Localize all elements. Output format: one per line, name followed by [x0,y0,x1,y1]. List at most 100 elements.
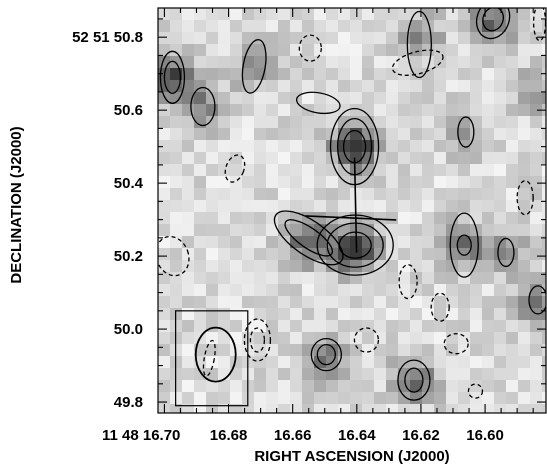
image-pixel [434,56,446,68]
image-pixel [302,404,314,413]
image-pixel [470,32,482,44]
image-pixel [458,8,470,20]
image-pixel [458,404,470,413]
image-pixel [170,116,182,128]
image-pixel [494,212,506,224]
image-pixel [170,224,182,236]
image-pixel [266,128,278,140]
image-pixel [194,152,206,164]
image-pixel [158,116,170,128]
image-pixel [422,80,434,92]
image-pixel [482,404,494,413]
image-pixel [518,284,530,296]
image-pixel [422,8,434,20]
image-pixel [398,224,410,236]
image-pixel [482,236,494,248]
image-pixel [518,68,530,80]
image-pixel [398,368,410,380]
image-pixel [350,404,362,413]
positive-contour [273,210,344,266]
image-pixel [278,320,290,332]
positive-contour [316,343,336,366]
image-pixel [266,356,278,368]
image-pixel [266,44,278,56]
image-pixel [374,380,386,392]
negative-contour [353,327,380,353]
image-pixel [434,392,446,404]
image-pixel [206,236,218,248]
image-pixel [266,116,278,128]
grayscale-image [158,8,546,413]
image-pixel [254,356,266,368]
image-pixel [398,68,410,80]
image-pixel [374,140,386,152]
image-pixel [542,8,546,20]
image-pixel [362,68,374,80]
image-pixel [302,296,314,308]
image-pixel [302,152,314,164]
image-pixel [194,212,206,224]
image-pixel [506,32,518,44]
image-pixel [542,92,546,104]
image-pixel [506,80,518,92]
image-pixel [290,56,302,68]
image-pixel [362,296,374,308]
image-pixel [386,332,398,344]
image-pixel [494,44,506,56]
image-pixel [158,356,170,368]
image-pixel [350,164,362,176]
positive-contour [163,60,182,94]
image-pixel [194,188,206,200]
image-pixel [218,236,230,248]
image-pixel [290,296,302,308]
image-pixel [374,176,386,188]
image-pixel [542,80,546,92]
image-pixel [386,128,398,140]
image-pixel [290,272,302,284]
image-pixel [194,56,206,68]
image-pixel [302,200,314,212]
image-pixel [338,152,350,164]
image-pixel [506,176,518,188]
image-pixel [170,176,182,188]
image-pixel [434,272,446,284]
image-pixel [542,152,546,164]
image-pixel [206,200,218,212]
image-pixel [278,224,290,236]
image-pixel [422,104,434,116]
image-pixel [482,284,494,296]
image-pixel [434,20,446,32]
image-pixel [410,20,422,32]
image-pixel [242,104,254,116]
image-pixel [194,44,206,56]
image-pixel [530,284,542,296]
image-pixel [398,188,410,200]
image-pixel [242,248,254,260]
image-pixel [422,128,434,140]
image-pixel [458,224,470,236]
image-pixel [314,284,326,296]
image-pixel [314,248,326,260]
image-pixel [170,164,182,176]
image-pixel [206,8,218,20]
image-pixel [374,320,386,332]
image-pixel [482,368,494,380]
image-pixel [458,104,470,116]
x-tick-label: 11 48 16.70 [102,427,180,444]
image-pixel [410,200,422,212]
image-pixel [338,176,350,188]
image-pixel [266,380,278,392]
x-tick-label: 16.68 [210,427,248,444]
image-pixel [458,44,470,56]
image-pixel [494,260,506,272]
image-pixel [398,320,410,332]
image-pixel [254,44,266,56]
image-pixel [530,104,542,116]
image-pixel [410,164,422,176]
image-pixel [422,92,434,104]
image-pixel [422,260,434,272]
image-pixel [410,356,422,368]
image-pixel [410,152,422,164]
image-pixel [458,368,470,380]
image-pixel [314,392,326,404]
